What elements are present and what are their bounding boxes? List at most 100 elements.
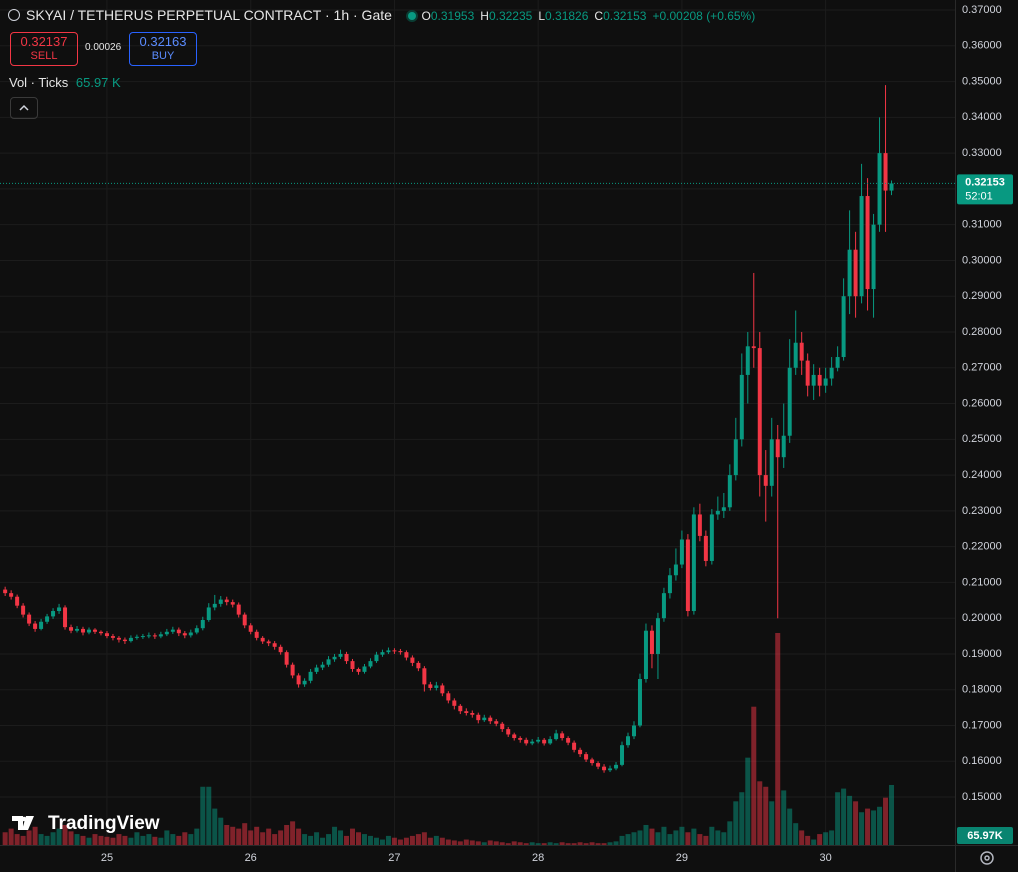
candle-body (572, 742, 577, 750)
x-tick-label: 25 (101, 852, 113, 864)
volume-bar (655, 832, 661, 845)
volume-bar (427, 837, 433, 845)
candle-body (45, 616, 50, 622)
volume-bar (361, 834, 367, 845)
volume-bar (565, 843, 571, 845)
candle-body (464, 711, 469, 713)
candle-body (128, 637, 133, 642)
sell-label: SELL (30, 50, 58, 62)
volume-bar (889, 784, 895, 845)
y-tick-label: 0.35000 (962, 75, 1002, 87)
volume-bar (98, 835, 104, 845)
volume-bar (350, 828, 356, 845)
volume-bar (445, 839, 451, 845)
candle-body (39, 621, 44, 629)
ohlc-value: 0.32235 (488, 9, 533, 23)
buy-button[interactable]: 0.32163 BUY (129, 32, 197, 66)
y-tick-label: 0.20000 (962, 612, 1002, 624)
x-tick-label: 30 (820, 852, 832, 864)
volume-bar (397, 839, 403, 845)
y-tick-label: 0.31000 (962, 219, 1002, 231)
ohlc-values: O0.31953 H0.32235 L0.31826 C0.32153 (422, 8, 653, 23)
candle-body (596, 763, 601, 767)
volume-bar (577, 842, 583, 845)
candle-body (661, 593, 666, 619)
volume-bar (571, 843, 577, 845)
candle-body (745, 346, 750, 375)
volume-bar (703, 835, 709, 845)
candle-body (182, 633, 187, 636)
volume-bar (68, 831, 74, 845)
ohlc-value: 0.32153 (603, 9, 647, 23)
volume-bar (308, 835, 314, 845)
candle-body (727, 475, 732, 508)
volume-bar (637, 830, 643, 845)
collapse-button[interactable] (10, 97, 38, 119)
candle-body (308, 671, 313, 681)
volume-bar (290, 821, 296, 845)
volume-bar (523, 843, 529, 845)
candle-body (506, 729, 511, 735)
volume-bar (38, 834, 44, 845)
candle-body (757, 348, 762, 476)
candle-body (631, 725, 636, 737)
spread: 0.00026 (85, 42, 122, 53)
volume-bar (853, 801, 859, 845)
settings-icon[interactable] (980, 851, 994, 865)
candle-body (524, 739, 529, 744)
volume-bar (691, 828, 697, 845)
candle-body (841, 296, 846, 358)
candle-body (512, 734, 517, 739)
sell-button[interactable]: 0.32137 SELL (10, 32, 78, 66)
y-tick-label: 0.29000 (962, 290, 1002, 302)
volume-bar (745, 757, 751, 845)
candle-body (811, 374, 816, 386)
volume-bar (194, 828, 200, 845)
volume-bar (296, 828, 302, 845)
volume-bar (62, 824, 68, 845)
ohlc-value: 0.31826 (545, 9, 589, 23)
volume-bar (152, 836, 158, 845)
candle-body (218, 599, 223, 604)
volume-bar (409, 835, 415, 845)
volume-bar (817, 834, 823, 845)
volume-bar (254, 826, 260, 845)
candle-body (296, 675, 301, 685)
candle-body (15, 596, 20, 606)
candle-body (602, 766, 607, 771)
candle-body (620, 745, 625, 765)
volume-bar (391, 837, 397, 845)
candle-body (212, 603, 217, 608)
candle-body (206, 607, 211, 620)
volume-bar (44, 835, 50, 845)
y-tick-label: 0.28000 (962, 326, 1002, 338)
volume-legend-value: 65.97 K (75, 75, 121, 90)
volume-bar (332, 826, 338, 845)
volume-bar (505, 843, 511, 845)
volume-bar (487, 840, 493, 845)
volume-bar (379, 839, 385, 845)
volume-bar (158, 837, 164, 845)
volume-bar (583, 843, 589, 845)
candle-body (673, 564, 678, 576)
candle-body (608, 768, 613, 771)
volume-bar (805, 835, 811, 845)
y-tick-label: 0.16000 (962, 755, 1002, 767)
candle-body (200, 619, 205, 629)
buy-label: BUY (151, 50, 175, 62)
candle-body (554, 733, 559, 740)
volume-bar (2, 832, 8, 845)
candle-body (69, 627, 74, 631)
ohlc-label: L (538, 9, 546, 23)
volume-bar (535, 843, 541, 845)
candle-body (829, 367, 834, 379)
candle-body (715, 510, 720, 515)
symbol-title: SKYAI / TETHERUS PERPETUAL CONTRACT · 1h… (26, 7, 392, 23)
candle-body (374, 654, 379, 662)
volume-bar (877, 806, 883, 845)
volume-bar (74, 834, 80, 845)
candle-body (518, 738, 523, 740)
